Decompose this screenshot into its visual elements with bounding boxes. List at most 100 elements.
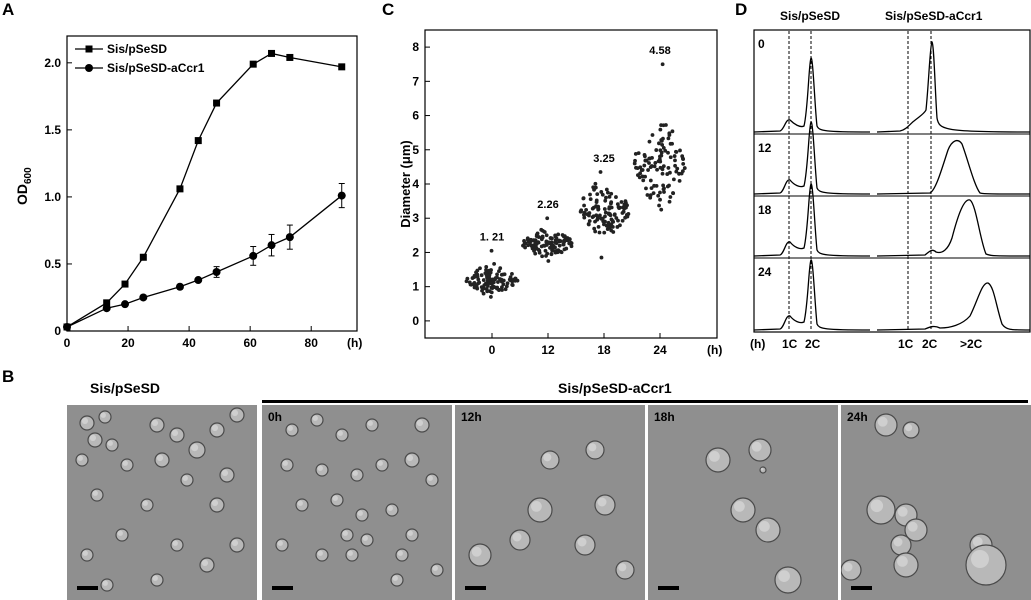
data-point (593, 185, 598, 190)
data-point (680, 154, 685, 159)
y-tick-label: 4 (412, 177, 419, 191)
cell-highlight (102, 580, 108, 586)
data-point (602, 207, 607, 211)
cell-highlight (877, 416, 888, 427)
data-point (632, 161, 637, 166)
data-point (624, 205, 628, 210)
cell-highlight (905, 424, 913, 432)
data-point (660, 171, 665, 176)
cell-highlight (416, 419, 424, 427)
histogram-column-gap (870, 31, 877, 331)
data-point (620, 211, 625, 215)
cell-highlight (92, 490, 98, 496)
data-point (540, 254, 545, 259)
data-point (533, 247, 538, 251)
data-point (285, 233, 294, 242)
cell-highlight (82, 550, 88, 556)
data-point (667, 183, 671, 188)
data-point (588, 197, 593, 201)
legend-label: Sis/pSeSD-aCcr1 (107, 61, 205, 75)
histogram-tick-1c-left: 1C (782, 337, 798, 351)
cell-highlight (107, 440, 113, 446)
data-point (623, 199, 628, 204)
data-point (596, 224, 601, 229)
plot-frame (66, 35, 358, 332)
cell-highlight (282, 460, 288, 466)
cell-highlight (870, 499, 884, 513)
data-point (548, 236, 553, 240)
data-point (497, 269, 501, 274)
data-point (616, 205, 621, 209)
data-point (608, 225, 612, 230)
data-point (599, 190, 604, 194)
data-point (507, 277, 512, 282)
data-point (484, 264, 489, 269)
histogram-curve (876, 282, 1031, 331)
data-point (650, 133, 655, 137)
data-point (667, 131, 672, 136)
data-point (590, 206, 595, 211)
data-point (557, 243, 562, 248)
data-point (482, 283, 487, 288)
histogram-curve (876, 40, 1031, 133)
cell-highlight (191, 444, 199, 452)
mean-label: 3.25 (593, 153, 614, 165)
cell-highlight (407, 530, 413, 536)
data-point (549, 252, 554, 257)
cell-highlight (231, 409, 239, 417)
data-point (594, 213, 599, 218)
y-tick-label: 1.0 (44, 190, 61, 204)
data-point (657, 203, 661, 208)
data-point (526, 243, 531, 248)
y-tick-label: 0 (54, 324, 61, 338)
data-point (671, 177, 676, 182)
cell-highlight (734, 501, 745, 512)
data-point (673, 163, 677, 168)
data-point (657, 141, 661, 146)
data-point (672, 154, 677, 158)
data-point (674, 169, 679, 174)
data-point (642, 163, 647, 168)
data-point (485, 284, 490, 288)
cell-highlight (337, 430, 343, 436)
cell-highlight (81, 417, 89, 425)
x-tick-label: 40 (182, 336, 196, 350)
cell-highlight (760, 467, 764, 471)
data-point (540, 236, 544, 240)
data-point (550, 248, 555, 253)
data-point (637, 175, 642, 180)
data-point (595, 192, 600, 197)
histogram-tick-2c-right: 2C (922, 337, 938, 351)
micrograph-label: 24h (847, 410, 868, 424)
x-tick-label: 0 (489, 343, 496, 357)
cell-highlight (759, 521, 770, 532)
data-point (661, 183, 666, 188)
y-tick-label: 0 (412, 314, 419, 328)
histogram-frame (753, 29, 1031, 333)
data-point (593, 181, 598, 186)
data-point (645, 193, 650, 197)
cell-highlight (971, 550, 989, 568)
micrograph-label: 0h (268, 410, 283, 424)
data-point (536, 235, 541, 239)
data-point (602, 230, 607, 235)
cell-highlight (427, 475, 433, 481)
data-point (584, 207, 589, 212)
data-point (604, 195, 608, 200)
cell-highlight (406, 454, 414, 462)
data-point (640, 168, 645, 172)
data-point (501, 282, 506, 287)
data-point (651, 191, 656, 196)
y-tick-label: 6 (412, 109, 419, 123)
data-point (681, 161, 686, 166)
cell-highlight (392, 575, 398, 581)
data-point (249, 251, 258, 260)
data-point (636, 151, 641, 156)
data-point (587, 211, 592, 215)
cell-highlight (171, 429, 179, 437)
data-point (63, 322, 71, 331)
data-point (497, 288, 501, 293)
cell-highlight (597, 497, 607, 507)
data-point (603, 210, 608, 215)
histogram-tick-gt2c-right: >2C (960, 337, 983, 351)
